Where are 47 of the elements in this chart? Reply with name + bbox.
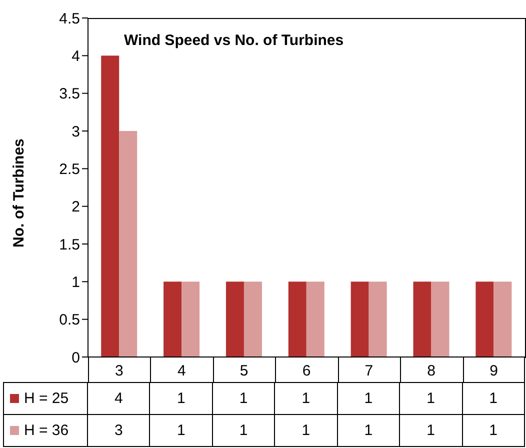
x-tick-label: 8	[427, 362, 436, 380]
y-tick-label: 1	[72, 274, 80, 291]
x-tick-label: 6	[302, 362, 311, 380]
bar	[119, 131, 138, 357]
data-label: 1	[400, 382, 462, 414]
bar	[431, 282, 450, 357]
x-tick-label: 7	[364, 362, 374, 380]
data-label: 1	[212, 414, 275, 446]
x-tick-label: 4	[177, 362, 186, 380]
x-tick-label: 9	[490, 362, 498, 380]
bar	[476, 282, 494, 357]
data-label: 1	[400, 414, 462, 446]
y-tick-label: 2	[72, 198, 80, 216]
data-label: 1	[337, 382, 400, 414]
text: Wind Speed vs No. of Turbines	[124, 32, 344, 49]
y-tick-label: 4.5	[59, 10, 80, 28]
bar	[244, 282, 262, 357]
bar	[182, 282, 200, 357]
data-label: 1	[337, 414, 400, 446]
bar	[306, 282, 324, 357]
bar	[226, 282, 244, 357]
data-label: 1	[274, 414, 338, 446]
x-tick-label: 3	[115, 362, 124, 380]
legend-label: H = 36	[24, 422, 69, 439]
bar	[368, 282, 387, 357]
y-tick-label: 3	[72, 123, 80, 140]
data-label: 1	[462, 382, 524, 414]
y-tick-label: 0	[72, 349, 80, 366]
y-tick-label: 2.5	[59, 160, 80, 178]
bar	[101, 56, 120, 357]
data-label: 1	[462, 414, 524, 446]
bar	[164, 282, 182, 357]
bar	[288, 282, 306, 357]
data-label: 1	[150, 382, 212, 414]
data-label: 1	[274, 382, 338, 414]
bar	[413, 282, 432, 357]
bar	[350, 282, 369, 357]
legend-label: H = 25	[24, 390, 69, 407]
y-tick-label: 1.5	[59, 236, 80, 254]
y-axis-title: No. of Turbines	[10, 138, 28, 248]
y-tick-label: 0.5	[59, 312, 80, 329]
bar	[494, 282, 512, 357]
y-tick-label: 3.5	[59, 86, 80, 103]
y-tick-label: 4	[72, 48, 80, 65]
x-tick-label: 5	[240, 362, 248, 380]
data-label: 1	[150, 414, 212, 446]
data-label: 1	[212, 382, 275, 414]
